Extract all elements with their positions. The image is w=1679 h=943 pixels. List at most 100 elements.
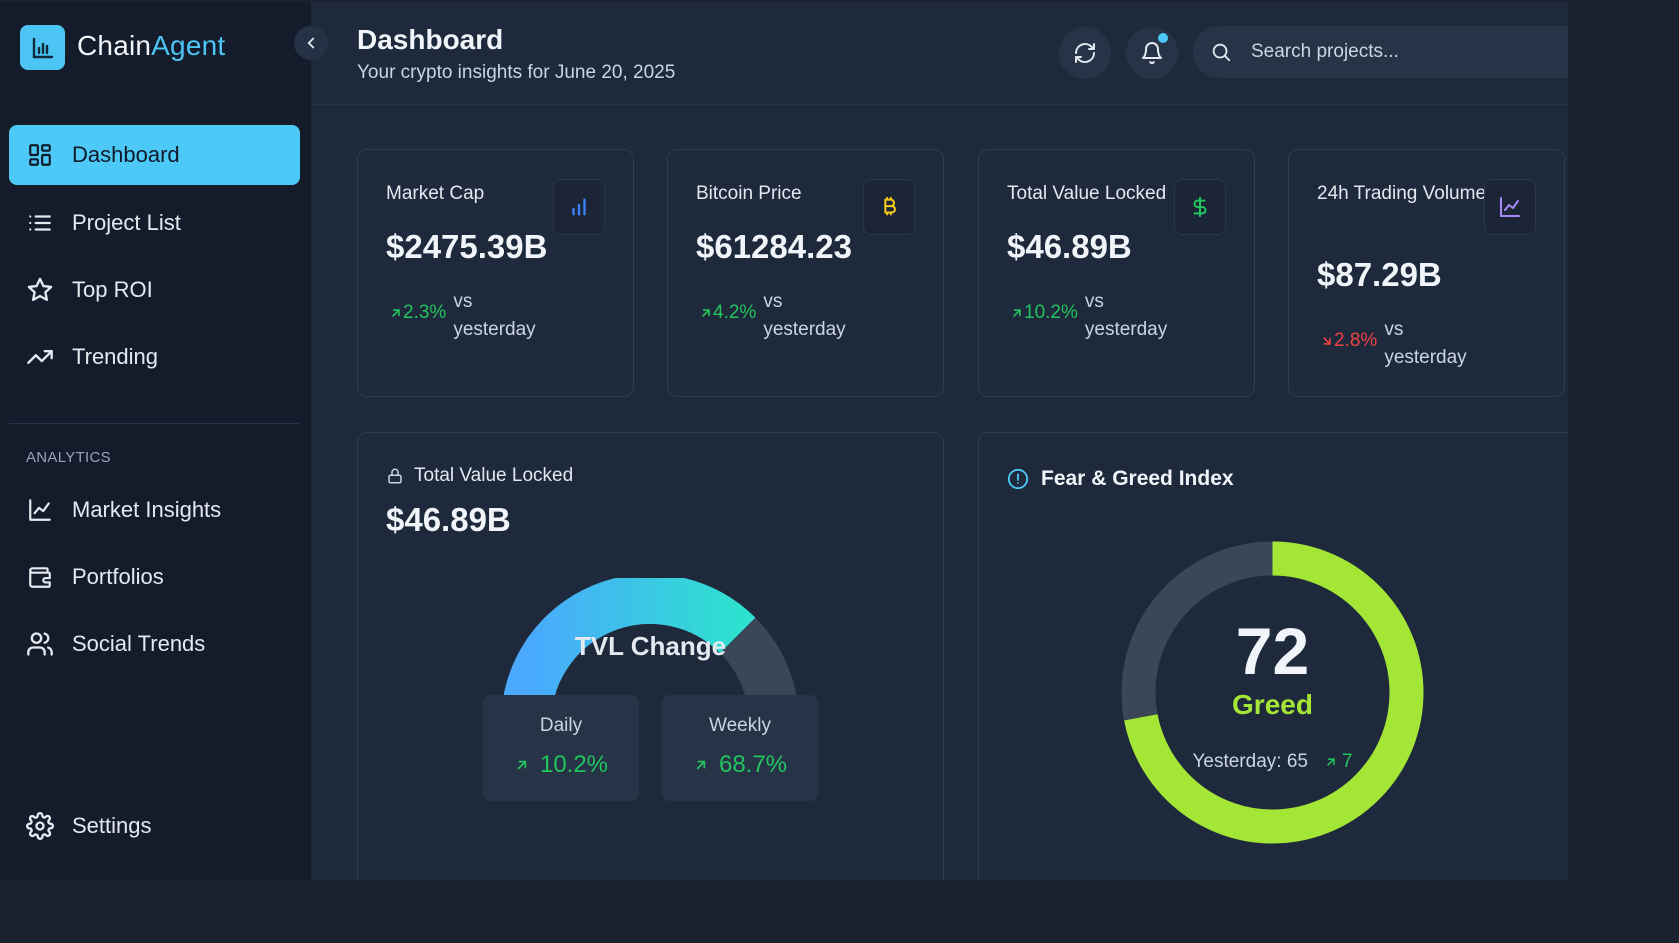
dollar-icon <box>1193 196 1207 218</box>
arrow-up-right-icon <box>1013 309 1021 317</box>
change-percent: 2.3% <box>403 302 447 323</box>
section-label-analytics: ANALYTICS <box>26 449 111 466</box>
fear-greed-yesterday: Yesterday: 65 7 <box>1121 751 1424 773</box>
arrow-down-right-icon <box>1323 337 1331 345</box>
weekly-value: 68.7% <box>718 751 788 778</box>
daily-value: 10.2% <box>539 751 609 778</box>
arrow-up-right-icon <box>392 309 400 317</box>
fear-greed-ring <box>1121 541 1424 844</box>
stat-label: Market Cap <box>386 183 485 204</box>
change-vs-text: vs yesterday <box>763 291 846 340</box>
tvl-daily-box: Daily 10.2% <box>483 695 639 801</box>
change-percent: 10.2% <box>1024 302 1078 323</box>
stat-card-trading-volume: 24h Trading Volume $87.29B 2.8% vs yeste… <box>1288 149 1565 397</box>
stat-change: 2.3% vs yesterday <box>389 288 553 344</box>
page-subtitle: Your crypto insights for June 20, 2025 <box>357 62 676 83</box>
nav-item-dashboard[interactable]: Dashboard <box>9 125 300 185</box>
tvl-weekly-box: Weekly 68.7% <box>662 695 818 801</box>
line-chart-icon <box>1500 197 1520 217</box>
nav-item-label: Social Trends <box>72 631 206 656</box>
tvl-title-text: Total Value Locked <box>414 465 574 486</box>
fear-greed-sentiment: Greed <box>1232 689 1313 720</box>
stat-icon-box <box>1174 179 1226 235</box>
yesterday-text: Yesterday: 65 <box>1192 751 1308 772</box>
stat-value: $2475.39B <box>386 228 548 265</box>
nav-item-portfolios[interactable]: Portfolios <box>9 547 300 607</box>
arrow-up-right-icon <box>702 309 710 317</box>
bitcoin-icon <box>884 196 896 216</box>
star-icon <box>26 276 54 304</box>
change-percent: 2.8% <box>1334 330 1378 351</box>
notifications-button[interactable] <box>1126 27 1178 79</box>
refresh-icon <box>1075 43 1095 63</box>
logo-icon <box>20 25 65 70</box>
change-up: 4.2% <box>699 302 756 324</box>
notification-badge <box>1158 33 1168 43</box>
header: Dashboard Your crypto insights for June … <box>312 2 1568 105</box>
nav-item-settings[interactable]: Settings <box>9 796 300 856</box>
daily-label: Daily <box>539 715 583 736</box>
list-icon <box>26 209 54 237</box>
search-box[interactable] <box>1193 26 1568 78</box>
nav-item-market-insights[interactable]: Market Insights <box>9 480 300 540</box>
stat-value: $61284.23 <box>696 228 852 265</box>
stat-card-bitcoin-price: Bitcoin Price $61284.23 4.2% vs yesterda… <box>667 149 944 397</box>
nav-item-top-roi[interactable]: Top ROI <box>9 260 300 320</box>
stat-card-market-cap: Market Cap $2475.39B 2.3% vs yesterday <box>357 149 634 397</box>
sidebar-divider <box>9 423 300 424</box>
fear-greed-title: Fear & Greed Index <box>1007 467 1234 491</box>
brand-name: ChainAgent <box>77 30 225 62</box>
brand-part-2: Agent <box>151 30 226 61</box>
nav-item-label: Market Insights <box>72 497 222 522</box>
change-vs-text: vs yesterday <box>453 291 536 340</box>
chevron-left-icon <box>307 37 315 49</box>
stat-card-total-value-locked: Total Value Locked $46.89B 10.2% vs yest… <box>978 149 1255 397</box>
change-down: 2.8% <box>1320 330 1377 352</box>
stat-label: Bitcoin Price <box>696 183 802 204</box>
search-input[interactable] <box>1249 40 1553 64</box>
arrow-up-right-icon <box>517 760 527 770</box>
bell-icon <box>1142 42 1162 65</box>
sidebar: ChainAgent Dashboard Project List Top RO… <box>0 2 312 880</box>
fear-greed-value: 72 <box>1235 614 1310 688</box>
gauge-fill <box>503 578 756 698</box>
lock-icon <box>388 468 402 484</box>
users-icon <box>26 630 54 658</box>
stat-value: $46.89B <box>1007 228 1132 265</box>
change-up: 2.3% <box>389 302 446 324</box>
change-percent: 4.2% <box>713 302 757 323</box>
weekly-label: Weekly <box>709 715 771 736</box>
change-up: 10.2% <box>1010 302 1078 324</box>
nav-item-label: Top ROI <box>72 277 153 302</box>
nav-item-trending[interactable]: Trending <box>9 327 300 387</box>
wallet-icon <box>26 563 54 591</box>
search-icon <box>1212 43 1231 62</box>
stat-icon-box <box>863 179 915 235</box>
nav-item-label: Dashboard <box>72 142 180 167</box>
app-screen: ChainAgent Dashboard Project List Top RO… <box>0 2 1568 880</box>
nav-item-label: Portfolios <box>72 564 164 589</box>
stat-label: Total Value Locked <box>1007 183 1167 204</box>
grid-icon <box>26 141 54 169</box>
tvl-gauge <box>503 578 797 698</box>
fear-greed-card: Fear & Greed Index 72 Greed Yesterday: 6… <box>978 432 1568 880</box>
gauge-label: TVL Change <box>574 631 727 661</box>
weekly-change: 68.7% <box>662 751 818 779</box>
nav-item-social-trends[interactable]: Social Trends <box>9 614 300 674</box>
stat-label: 24h Trading Volume <box>1317 183 1487 204</box>
refresh-button[interactable] <box>1059 27 1111 79</box>
collapse-sidebar-button[interactable] <box>294 26 328 60</box>
yesterday-delta: 7 <box>1341 751 1353 772</box>
nav-item-label: Trending <box>72 344 159 369</box>
stat-value: $87.29B <box>1317 256 1442 293</box>
nav-item-project-list[interactable]: Project List <box>9 193 300 253</box>
nav-item-label: Settings <box>72 813 152 838</box>
stat-change: 10.2% vs yesterday <box>1010 288 1185 344</box>
stat-change: 2.8% vs yesterday <box>1320 316 1484 372</box>
info-icon <box>1007 468 1029 490</box>
arrow-up-right-icon <box>696 760 706 770</box>
bar-chart-icon <box>572 198 586 216</box>
brand-part-1: Chain <box>77 30 152 61</box>
tvl-card: Total Value Locked $46.89B TVL Change Da… <box>357 432 944 880</box>
